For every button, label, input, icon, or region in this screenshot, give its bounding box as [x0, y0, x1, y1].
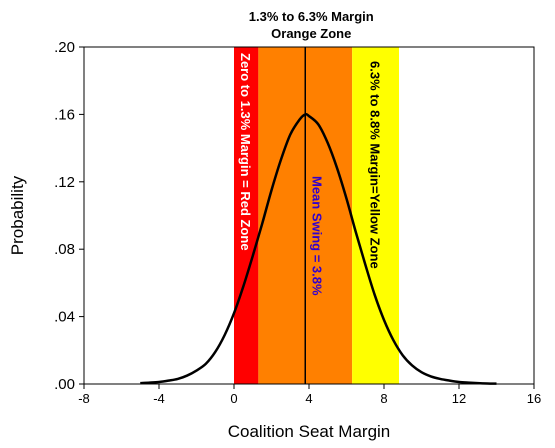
chart-title-line-1: 1.3% to 6.3% Margin	[249, 9, 374, 24]
x-tick-label: 8	[380, 391, 387, 406]
x-tick-label: 16	[527, 391, 541, 406]
y-tick-label: .08	[54, 241, 75, 258]
y-tick-label: .04	[54, 309, 75, 326]
y-tick-label: .16	[54, 106, 75, 123]
x-tick-label: -4	[153, 391, 165, 406]
y-axis-title: Probability	[8, 175, 27, 255]
x-tick-label: 12	[452, 391, 466, 406]
labels-layer: Zero to 1.3% Margin = Red Zone 6.3% to 8.…	[238, 53, 382, 296]
yellow-zone-label: 6.3% to 8.8% Margin=Yellow Zone	[368, 61, 383, 269]
probability-curve	[140, 112, 497, 385]
y-tick-label: .12	[54, 174, 75, 191]
red-zone-label: Zero to 1.3% Margin = Red Zone	[238, 53, 253, 251]
x-tick-label: 0	[230, 391, 237, 406]
y-tick-label: .20	[54, 39, 75, 56]
zone-red	[234, 47, 259, 384]
ticks-layer: .00 .04 .08 .12 .16 .20 -8 -4 0 4 8 12 16	[54, 39, 541, 406]
curve-layer	[140, 112, 497, 385]
y-tick-label: .00	[54, 376, 75, 393]
x-axis-title: Coalition Seat Margin	[228, 422, 391, 441]
chart-title-line-2: Orange Zone	[271, 26, 351, 41]
x-tick-label: -8	[78, 391, 90, 406]
x-tick-label: 4	[305, 391, 312, 406]
zone-yellow	[352, 47, 399, 384]
mean-swing-label: Mean Swing = 3.8%	[309, 176, 324, 296]
